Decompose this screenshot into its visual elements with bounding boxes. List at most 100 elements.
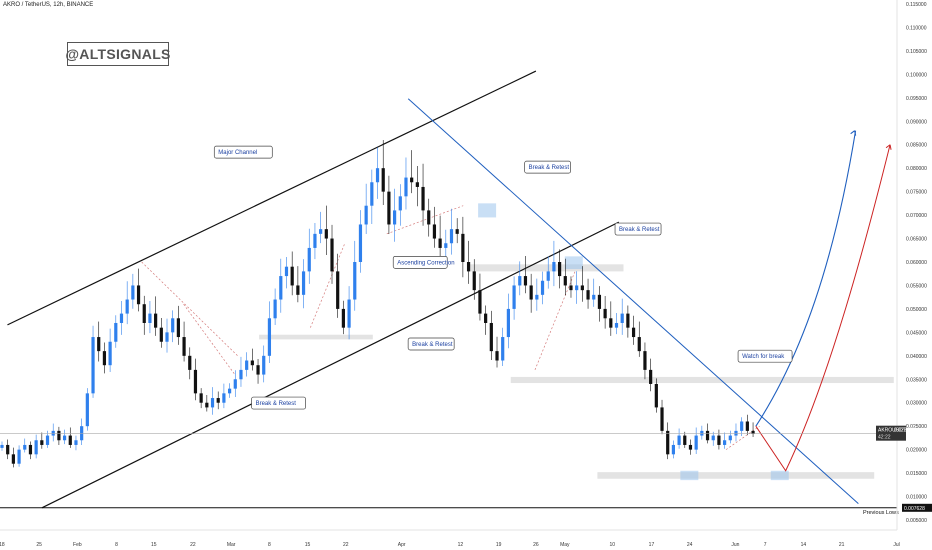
candle-body: [227, 388, 232, 394]
trendline: [41, 221, 620, 509]
candle-body: [11, 454, 15, 464]
previous-lows-label: Previous Lows: [863, 510, 899, 516]
y-tick-label: 0.115000: [906, 2, 927, 8]
candle-body: [597, 294, 602, 309]
candle-body: [341, 308, 345, 328]
y-tick-label: 0.005000: [906, 518, 927, 524]
candle-body: [694, 435, 698, 450]
candle-body: [688, 444, 693, 450]
candle-body: [40, 440, 44, 445]
candle-body: [620, 313, 624, 323]
x-tick-label: 12: [458, 542, 464, 548]
y-tick-label: 0.020000: [906, 448, 927, 454]
candle-body: [637, 337, 641, 352]
y-tick-label: 0.080000: [906, 166, 927, 172]
retest-box: [478, 203, 497, 218]
candle-body: [631, 327, 636, 338]
candle-body: [740, 421, 744, 431]
x-tick-label: 21: [839, 542, 845, 548]
candle-body: [210, 398, 215, 408]
candle-body: [563, 276, 567, 286]
x-tick-label: 26: [533, 542, 539, 548]
candle-body: [245, 360, 249, 370]
candle-body: [734, 430, 738, 436]
x-tick-label: Mar: [227, 542, 236, 548]
candle-body: [273, 299, 277, 319]
candle-body: [216, 398, 220, 403]
x-tick-label: 15: [305, 542, 311, 548]
candle-body: [711, 435, 715, 441]
y-tick-label: 0.010000: [906, 495, 927, 501]
support-zone: [468, 264, 624, 272]
candle-body: [364, 205, 368, 225]
annotation-box: [392, 255, 448, 269]
candle-body: [398, 196, 402, 211]
y-tick-label: 0.030000: [906, 401, 927, 407]
y-tick-label: 0.095000: [906, 96, 927, 102]
candle-body: [267, 318, 272, 356]
support-zones: [259, 203, 894, 481]
annotation-label: Break & Retest: [256, 401, 297, 407]
y-tick-label: 0.025000: [906, 424, 927, 430]
y-tick-label: 0.110000: [906, 25, 927, 31]
candle-body: [478, 290, 482, 314]
support-zone: [510, 376, 894, 384]
candle-body: [108, 341, 112, 366]
candle-body: [125, 299, 129, 314]
x-tick-label: 10: [610, 542, 616, 548]
candle-body: [375, 168, 380, 183]
x-tick-label: 8: [268, 542, 271, 548]
candle-body: [239, 369, 243, 380]
candle-body: [74, 440, 78, 445]
annotation-box: [251, 396, 306, 410]
candle-body: [28, 444, 33, 455]
projection-arrowhead: [885, 144, 892, 150]
candle-body: [188, 355, 192, 370]
candle-body: [472, 271, 476, 291]
candle-body: [529, 285, 533, 300]
candle-body: [461, 233, 465, 262]
candle-body: [745, 421, 749, 431]
y-tick-label: 0.085000: [906, 143, 927, 149]
candle-body: [193, 369, 198, 394]
candle-body: [222, 393, 226, 403]
watermark-badge: @ALTSIGNALS: [65, 42, 170, 66]
support-zone: [259, 334, 373, 340]
projection-arrowhead: [850, 130, 857, 136]
candle-body: [256, 365, 260, 375]
x-tick-label: Jul: [893, 542, 899, 548]
candle-body: [165, 332, 169, 342]
candle-body: [0, 444, 4, 448]
candle-body: [654, 383, 658, 408]
candle-body: [466, 262, 471, 272]
candle-body: [569, 285, 573, 291]
candle-body: [353, 262, 357, 300]
trendlines: [0, 70, 897, 509]
candle-body: [609, 318, 613, 328]
trendline: [407, 98, 859, 504]
x-tick-label: Jun: [731, 542, 739, 548]
correction-path: [534, 271, 576, 371]
pair-title: AKRO / TetherUS, 12h, BINANCE: [3, 2, 94, 8]
y-tick-label: 0.055000: [906, 283, 927, 289]
candle-body: [751, 430, 755, 434]
candle-body: [512, 285, 516, 309]
candle-body: [660, 407, 664, 431]
candle-body: [313, 233, 317, 248]
x-tick-label: 17: [649, 542, 655, 548]
candle-body: [6, 444, 10, 455]
candle-body: [427, 210, 431, 225]
y-tick-label: 0.035000: [906, 377, 927, 383]
x-tick-label: 22: [343, 542, 349, 548]
candle-body: [415, 182, 419, 187]
candle-body: [432, 224, 437, 239]
candle-body: [387, 191, 391, 225]
candle-body: [347, 299, 351, 328]
x-tick-label: Apr: [398, 542, 406, 548]
candle-body: [68, 435, 72, 445]
annotation-box: [213, 145, 273, 159]
candle-body: [449, 229, 454, 244]
candle-body: [626, 313, 630, 328]
candle-body: [649, 369, 653, 384]
